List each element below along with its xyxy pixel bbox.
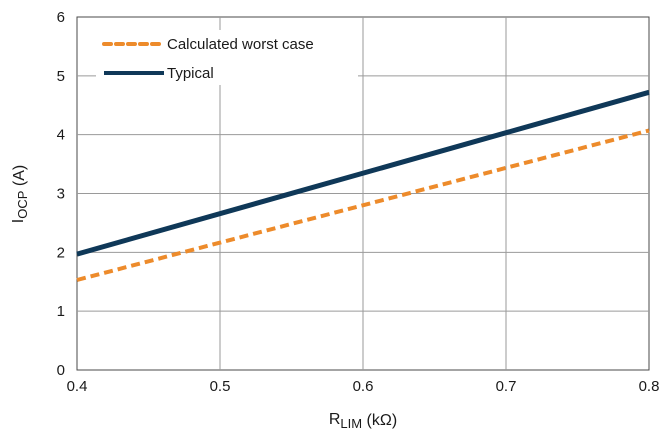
- y-axis-label-unit: (A): [11, 165, 28, 191]
- legend-label-typical: Typical: [167, 65, 214, 82]
- series-lines: [76, 89, 650, 282]
- series-line-calculated-worst-case: [76, 128, 650, 282]
- y-axis-label-subscript: OCP: [15, 191, 30, 219]
- y-tick-label: 1: [57, 303, 65, 320]
- x-tick-label: 0.6: [353, 378, 374, 395]
- legend: Calculated worst case Typical: [96, 30, 358, 85]
- y-tick-label: 3: [57, 186, 65, 203]
- y-tick-label: 4: [57, 127, 65, 144]
- y-tick-label: 5: [57, 68, 65, 85]
- y-tick-label: 6: [57, 9, 65, 26]
- series-line-typical: [76, 89, 650, 257]
- y-tick-labels: 0 1 2 3 4 5 6: [57, 9, 65, 379]
- y-tick-label: 0: [57, 362, 65, 379]
- x-axis-label-main: R: [329, 411, 341, 428]
- y-tick-label: 2: [57, 244, 65, 261]
- x-tick-label: 0.7: [496, 378, 517, 395]
- x-tick-label: 0.8: [639, 378, 659, 395]
- x-axis-label-unit: (kΩ): [362, 412, 397, 429]
- x-tick-labels: 0.4 0.5 0.6 0.7 0.8: [67, 378, 659, 395]
- legend-label-calculated-worst-case: Calculated worst case: [167, 36, 314, 53]
- x-axis-label: RLIM (kΩ): [329, 411, 397, 431]
- y-axis-label-main: I: [10, 219, 27, 223]
- plot-area: [76, 16, 650, 371]
- legend-background: [96, 30, 358, 85]
- x-tick-label: 0.4: [67, 378, 88, 395]
- x-axis-label-subscript: LIM: [340, 416, 362, 431]
- y-axis-label: IOCP (A): [10, 165, 30, 223]
- x-tick-label: 0.5: [210, 378, 231, 395]
